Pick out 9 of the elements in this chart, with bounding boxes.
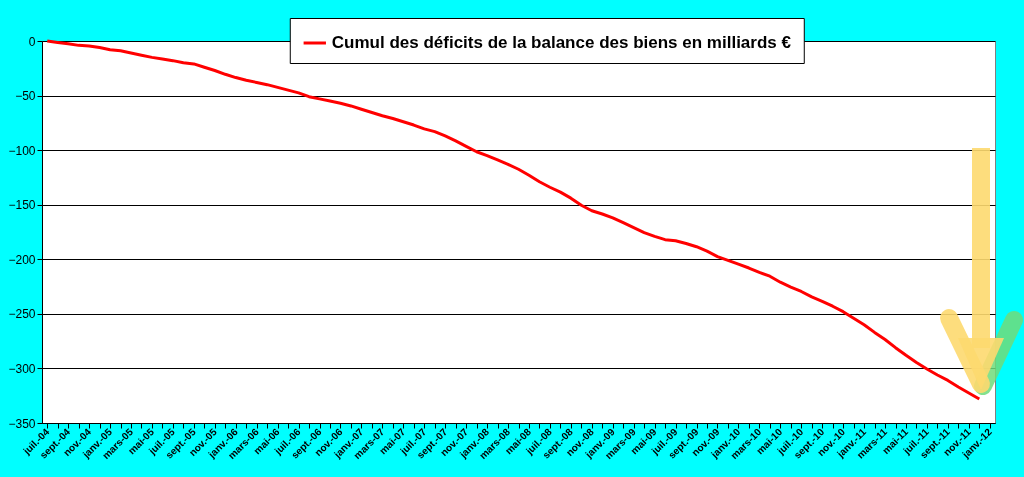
legend-label: Cumul des déficits de la balance des biens en milliards € <box>331 33 792 52</box>
y-tick-label: −350 <box>8 416 36 431</box>
y-tick-label: −200 <box>8 252 36 267</box>
y-tick-label: 0 <box>28 34 36 49</box>
y-tick-label: −300 <box>8 361 36 376</box>
y-tick-label: −100 <box>8 143 36 158</box>
y-tick-label: −50 <box>15 89 36 104</box>
y-tick-label: −150 <box>8 198 36 213</box>
y-tick-label: −250 <box>8 307 36 322</box>
